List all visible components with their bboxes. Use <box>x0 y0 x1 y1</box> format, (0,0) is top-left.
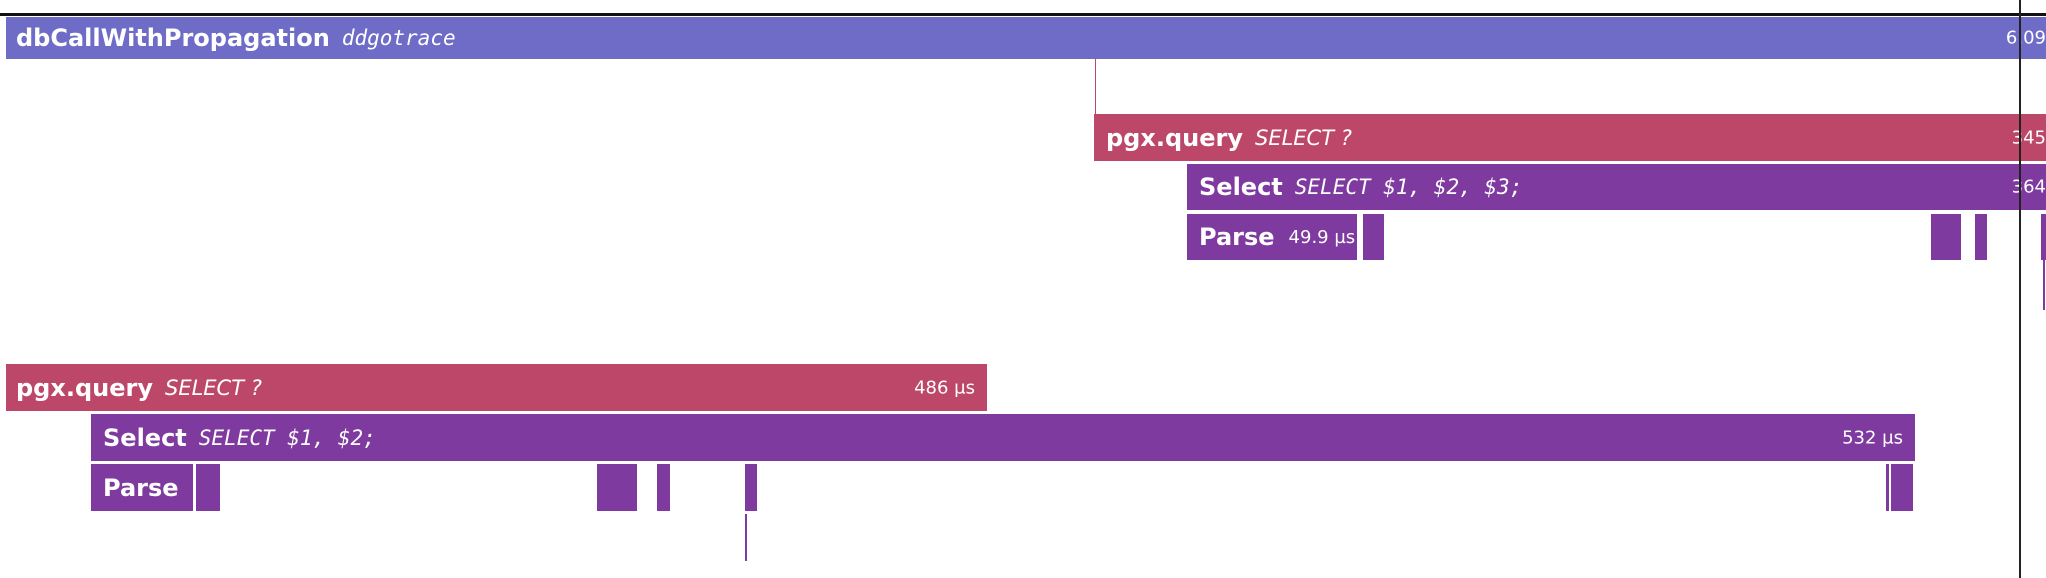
span-duration: 49.9 µs <box>1288 226 1356 248</box>
span-name: dbCallWithPropagation <box>16 24 330 52</box>
span-connector <box>745 514 747 561</box>
span-resource: SELECT ? <box>164 375 262 400</box>
span-connector <box>1095 59 1096 115</box>
span-tick[interactable] <box>1891 464 1913 511</box>
span-tick[interactable] <box>1363 214 1384 260</box>
span-name: Select <box>1199 173 1283 201</box>
span-duration: 6.09 <box>2005 27 2046 49</box>
span-duration: 345 <box>2011 127 2046 148</box>
span-tick[interactable] <box>745 464 757 511</box>
span-select[interactable]: Select SELECT $1, $2, $3; 364 <box>1187 164 2046 210</box>
span-duration: 364 <box>2011 176 2046 198</box>
span-tick[interactable] <box>1975 214 1987 260</box>
span-resource: SELECT $1, $2, $3; <box>1294 175 1523 199</box>
span-root[interactable]: dbCallWithPropagation ddgotrace 6.09 <box>6 17 2046 59</box>
time-cursor-line[interactable] <box>2019 0 2021 578</box>
span-name: pgx.query <box>16 373 153 402</box>
span-tick[interactable] <box>196 464 220 511</box>
span-parse[interactable]: Parse <box>91 464 193 511</box>
top-divider <box>0 13 2046 16</box>
span-tick[interactable] <box>657 464 670 511</box>
span-tick[interactable] <box>1886 464 1889 511</box>
span-tick[interactable] <box>597 464 637 511</box>
span-tick[interactable] <box>1931 214 1961 260</box>
span-select[interactable]: Select SELECT $1, $2; 532 µs <box>91 414 1915 461</box>
span-pgx-query[interactable]: pgx.query SELECT ? 345 <box>1094 114 2046 161</box>
span-parse[interactable]: Parse 49.9 µs <box>1187 214 1357 260</box>
span-service: ddgotrace <box>341 26 456 50</box>
span-resource: SELECT $1, $2; <box>198 425 376 450</box>
span-duration: 532 µs <box>1842 427 1903 448</box>
span-name: Parse <box>103 473 179 502</box>
span-tick[interactable] <box>2041 214 2046 260</box>
span-name: Parse <box>1199 223 1275 251</box>
span-name: pgx.query <box>1106 123 1243 152</box>
span-name: Select <box>103 423 187 452</box>
span-pgx-query[interactable]: pgx.query SELECT ? 486 µs <box>6 364 987 411</box>
span-resource: SELECT ? <box>1254 125 1352 150</box>
span-duration: 486 µs <box>914 377 975 398</box>
span-connector <box>2043 260 2045 310</box>
